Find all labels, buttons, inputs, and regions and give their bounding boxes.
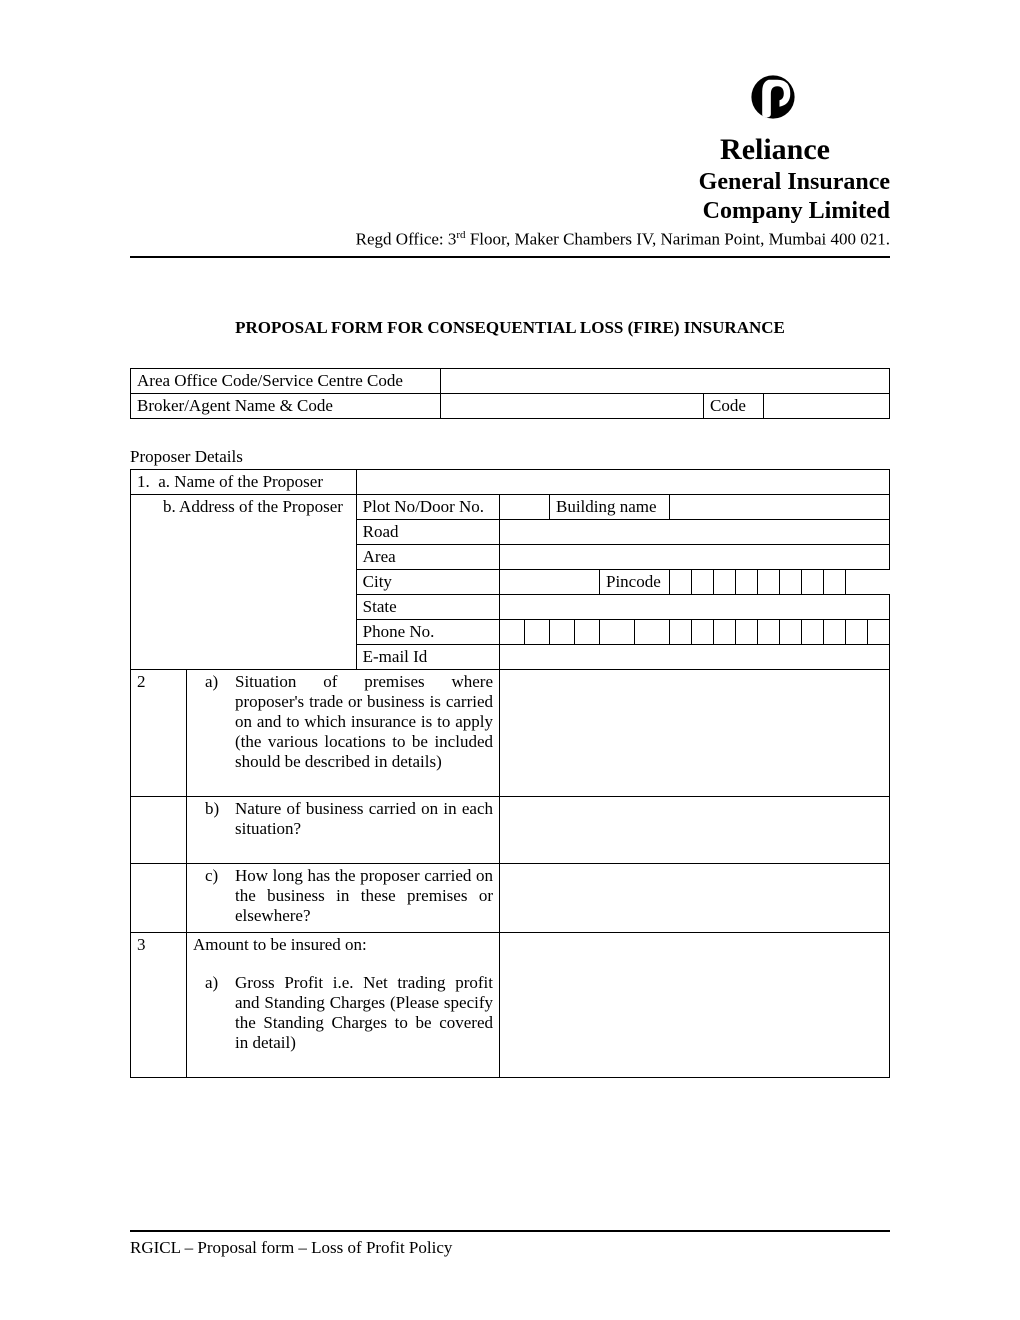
phone-7[interactable]: [670, 619, 692, 644]
q2b: b) Nature of business carried on in each…: [187, 796, 500, 863]
q2b-value[interactable]: [500, 796, 890, 863]
pincode-2[interactable]: [692, 569, 714, 594]
q2a-value[interactable]: [500, 669, 890, 796]
phone-14[interactable]: [824, 619, 846, 644]
company-name: Reliance: [130, 133, 830, 167]
q3-value[interactable]: [500, 932, 890, 1077]
pincode-5[interactable]: [758, 569, 780, 594]
phone-2[interactable]: [525, 619, 550, 644]
city-label: City: [356, 569, 499, 594]
reliance-logo-icon: [746, 70, 800, 124]
phone-11[interactable]: [758, 619, 780, 644]
pincode-1[interactable]: [670, 569, 692, 594]
city-value[interactable]: [500, 569, 600, 594]
q2-num: 2: [131, 669, 187, 796]
company-line3: Company Limited: [130, 198, 890, 225]
regd-office: Regd Office: 3rd Floor, Maker Chambers I…: [130, 229, 890, 250]
header: Reliance General Insurance Company Limit…: [130, 70, 890, 258]
code-label: Code: [704, 393, 764, 418]
phone-6[interactable]: [635, 619, 670, 644]
pincode-7[interactable]: [802, 569, 824, 594]
broker-label: Broker/Agent Name & Code: [131, 393, 441, 418]
footer: RGICL – Proposal form – Loss of Profit P…: [130, 1230, 890, 1258]
area-office-value[interactable]: [441, 368, 890, 393]
q3-num: 3: [131, 932, 187, 1077]
phone-8[interactable]: [692, 619, 714, 644]
plot-label: Plot No/Door No.: [356, 494, 499, 519]
proposer-table: 1. a. Name of the Proposer b. Address of…: [130, 469, 890, 1078]
phone-16[interactable]: [868, 619, 890, 644]
q1a-value[interactable]: [356, 469, 889, 494]
phone-3[interactable]: [550, 619, 575, 644]
plot-value[interactable]: [500, 494, 550, 519]
pincode-6[interactable]: [780, 569, 802, 594]
proposer-details-label: Proposer Details: [130, 447, 890, 467]
email-value[interactable]: [500, 644, 890, 669]
phone-label: Phone No.: [356, 619, 499, 644]
pincode-4[interactable]: [736, 569, 758, 594]
q2c: c) How long has the proposer carried on …: [187, 863, 500, 932]
q1b-label: b. Address of the Proposer: [131, 494, 357, 669]
q2b-num: [131, 796, 187, 863]
phone-10[interactable]: [736, 619, 758, 644]
phone-13[interactable]: [802, 619, 824, 644]
company-line2: General Insurance: [130, 169, 890, 196]
area-label: Area: [356, 544, 499, 569]
codes-table: Area Office Code/Service Centre Code Bro…: [130, 368, 890, 419]
q2c-num: [131, 863, 187, 932]
road-label: Road: [356, 519, 499, 544]
state-label: State: [356, 594, 499, 619]
phone-9[interactable]: [714, 619, 736, 644]
state-value[interactable]: [500, 594, 890, 619]
q2a: a) Situation of premises where proposer'…: [187, 669, 500, 796]
building-label: Building name: [550, 494, 670, 519]
q1a-label: 1. a. Name of the Proposer: [131, 469, 357, 494]
area-value[interactable]: [500, 544, 890, 569]
road-value[interactable]: [500, 519, 890, 544]
phone-15[interactable]: [846, 619, 868, 644]
phone-1[interactable]: [500, 619, 525, 644]
code-value[interactable]: [764, 393, 890, 418]
phone-12[interactable]: [780, 619, 802, 644]
pincode-3[interactable]: [714, 569, 736, 594]
building-value[interactable]: [670, 494, 890, 519]
form-title: PROPOSAL FORM FOR CONSEQUENTIAL LOSS (FI…: [130, 318, 890, 338]
phone-5[interactable]: [600, 619, 635, 644]
broker-value[interactable]: [441, 393, 704, 418]
pincode-label: Pincode: [600, 569, 670, 594]
area-office-label: Area Office Code/Service Centre Code: [131, 368, 441, 393]
q2c-value[interactable]: [500, 863, 890, 932]
pincode-8[interactable]: [824, 569, 846, 594]
phone-4[interactable]: [575, 619, 600, 644]
q3: Amount to be insured on: a) Gross Profit…: [187, 932, 500, 1077]
email-label: E-mail Id: [356, 644, 499, 669]
